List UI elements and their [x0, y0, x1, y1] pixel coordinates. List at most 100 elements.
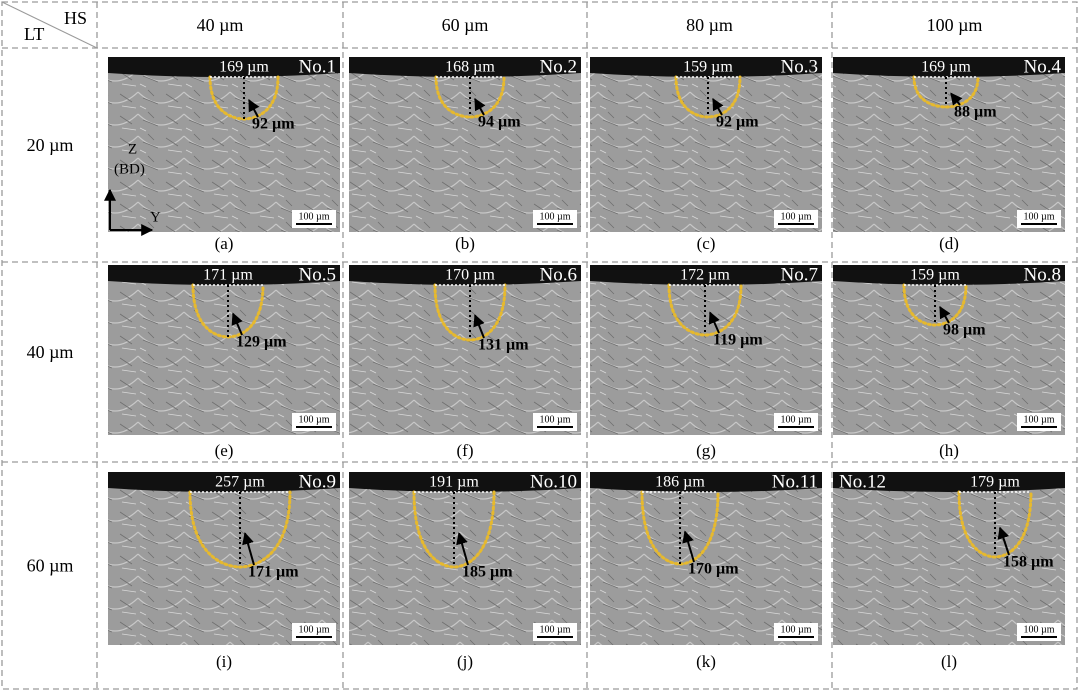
depth-arrow	[474, 97, 486, 116]
micrograph-panel: 159 µm No.8 98 µm 100 µm	[833, 264, 1065, 435]
row-header: 20 µm	[27, 135, 74, 155]
row-header: 60 µm	[27, 556, 74, 576]
width-label: 171 µm	[203, 267, 253, 284]
width-label: 179 µm	[970, 474, 1020, 491]
scale-bar-label: 100 µm	[1023, 211, 1054, 222]
depth-label: 98 µm	[943, 322, 986, 339]
scale-bar-label: 100 µm	[539, 624, 570, 635]
micrograph	[349, 472, 581, 645]
panel-caption: (f)	[457, 441, 474, 460]
surface-layer	[590, 472, 822, 492]
sample-number: No.3	[781, 56, 818, 77]
melt-pool-boundary	[957, 490, 1033, 559]
axis-z-label: Z	[128, 141, 137, 157]
axis-z-note: (BD)	[114, 161, 145, 177]
surface-layer	[108, 57, 340, 77]
scale-bar-label: 100 µm	[780, 624, 811, 635]
scale-bar-label: 100 µm	[1023, 414, 1054, 425]
width-label: 159 µm	[683, 59, 733, 76]
column-header: 80 µm	[686, 15, 733, 35]
surface-layer	[108, 265, 340, 285]
column-header: 40 µm	[197, 15, 244, 35]
depth-label: 94 µm	[478, 114, 521, 131]
depth-arrow	[231, 312, 243, 336]
depth-arrow	[950, 92, 963, 106]
depth-arrow	[708, 311, 720, 334]
micrograph	[590, 472, 822, 645]
micrograph-panel: 159 µm No.3 92 µm 100 µm	[590, 56, 822, 232]
panel-caption: (a)	[215, 234, 234, 253]
surface-layer	[349, 472, 581, 492]
width-label: 169 µm	[921, 59, 971, 76]
width-label: 172 µm	[680, 267, 730, 284]
micrograph-panel: 257 µm No.9 171 µm 100 µm	[108, 471, 340, 645]
scale-bar-label: 100 µm	[539, 414, 570, 425]
scale-bar-label: 100 µm	[1023, 624, 1054, 635]
melt-pool-boundary	[674, 75, 742, 119]
micrograph	[108, 472, 340, 645]
sample-number: No.7	[781, 264, 818, 285]
column-header: 100 µm	[927, 15, 983, 35]
width-label: 168 µm	[445, 59, 495, 76]
surface-layer	[349, 57, 581, 77]
scale-bar-label: 100 µm	[780, 414, 811, 425]
depth-arrow	[248, 99, 260, 118]
micrograph	[833, 472, 1065, 645]
sample-number: No.4	[1024, 56, 1062, 77]
width-label: 186 µm	[655, 474, 705, 491]
melt-pool-boundary	[912, 75, 980, 109]
width-label: 169 µm	[219, 59, 269, 76]
panel-caption: (c)	[697, 234, 716, 253]
width-label: 159 µm	[910, 267, 960, 284]
row-header: 40 µm	[27, 342, 74, 362]
column-header: 60 µm	[442, 15, 489, 35]
depth-label: 185 µm	[462, 564, 513, 581]
corner-right: HS	[64, 8, 87, 28]
sample-number: No.2	[540, 56, 577, 77]
depth-arrow	[242, 532, 255, 566]
axis-y-label: Y	[150, 209, 161, 225]
width-label: 257 µm	[215, 474, 265, 491]
depth-label: 129 µm	[236, 334, 287, 351]
depth-label: 158 µm	[1003, 554, 1054, 571]
depth-arrow	[997, 526, 1010, 556]
depth-label: 131 µm	[478, 337, 529, 354]
micrograph	[590, 57, 822, 232]
melt-pool-boundary	[667, 283, 743, 337]
micrograph-panel: 179 µm No.12 158 µm 100 µm	[833, 471, 1065, 645]
panel-caption: (h)	[939, 441, 959, 460]
panel-caption: (g)	[696, 441, 716, 460]
micrograph	[349, 265, 581, 435]
panel-caption: (k)	[696, 652, 716, 671]
surface-layer	[108, 472, 340, 492]
panel-caption: (l)	[941, 652, 957, 671]
panel-caption: (j)	[457, 652, 473, 671]
micrograph-panel: 191 µm No.10 185 µm 100 µm	[349, 471, 581, 645]
sample-number: No.8	[1024, 264, 1061, 285]
panel-caption: (e)	[215, 441, 234, 460]
surface-layer	[833, 265, 1065, 285]
micrograph-panel: 171 µm No.5 129 µm 100 µm	[108, 264, 340, 435]
sample-number: No.12	[839, 471, 886, 492]
melt-pool-boundary	[433, 283, 507, 342]
sample-number: No.9	[299, 471, 336, 492]
micrograph	[108, 265, 340, 435]
panel-caption: (d)	[939, 234, 959, 253]
scale-bar-label: 100 µm	[298, 211, 329, 222]
corner-left: LT	[24, 24, 44, 44]
surface-layer	[833, 57, 1065, 77]
depth-arrow	[712, 97, 724, 116]
panel-caption: (b)	[455, 234, 475, 253]
surface-layer	[349, 265, 581, 285]
micrograph-panel: 172 µm No.7 119 µm 100 µm	[590, 264, 822, 435]
melt-pool-boundary	[188, 490, 292, 569]
micrograph	[833, 57, 1065, 232]
depth-arrow	[682, 530, 695, 563]
surface-layer	[833, 472, 1065, 492]
scale-bar-label: 100 µm	[780, 211, 811, 222]
sample-number: No.5	[299, 264, 336, 285]
micrograph	[833, 265, 1065, 435]
surface-layer	[590, 265, 822, 285]
